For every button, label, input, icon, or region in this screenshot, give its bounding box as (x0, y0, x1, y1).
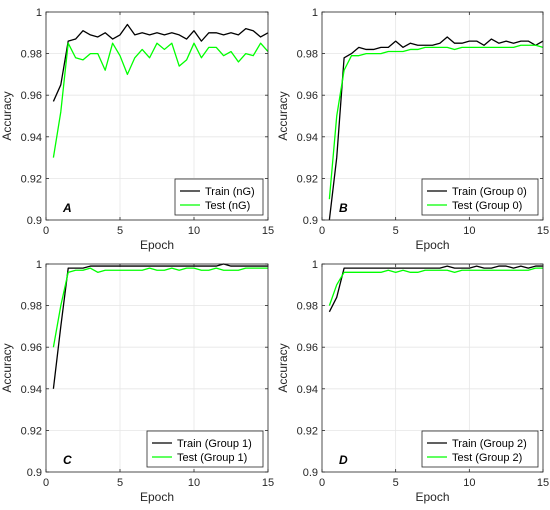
panel-letter: B (339, 201, 348, 215)
x-tick-label: 0 (43, 477, 49, 489)
x-tick-label: 0 (319, 477, 325, 489)
legend-entry-train: Train (Group 2) (452, 438, 527, 450)
x-tick-label: 5 (393, 225, 399, 237)
y-tick-label: 0.98 (297, 301, 318, 313)
legend-entry-train: Train (nG) (205, 186, 255, 198)
y-tick-label: 0.94 (21, 132, 42, 144)
y-tick-label: 0.92 (21, 425, 42, 437)
legend-box (174, 178, 264, 216)
series-line-train (328, 36, 544, 221)
x-tick-label: 0 (43, 225, 49, 237)
x-tick-label: 15 (537, 477, 549, 489)
y-tick-label: 0.92 (297, 425, 318, 437)
y-tick-label: 1 (36, 7, 42, 19)
legend-entry-test: Test (nG) (205, 200, 250, 212)
y-axis-label: Accuracy (276, 91, 290, 140)
y-tick-label: 0.98 (297, 49, 318, 61)
x-axis-label: Epoch (140, 490, 174, 504)
panel-letter: C (63, 453, 72, 467)
panel-letter: D (339, 453, 348, 467)
series-line-test (52, 267, 268, 348)
legend-box (421, 430, 539, 468)
chart-panel-d: 0 5 10 15 0.9 0.92 0.94 0.96 0.98 1 Epoch Accuracy D… (276, 259, 549, 504)
axes-box (321, 11, 544, 221)
y-axis-label: Accuracy (0, 91, 14, 140)
series-line-train (328, 265, 543, 313)
y-tick-label: 0.9 (27, 215, 42, 227)
x-tick-label: 5 (393, 477, 399, 489)
legend-entry-test: Test (Group 0) (452, 200, 522, 212)
chart-panel-a: 0 5 10 15 0.9 0.92 0.94 0.96 0.98 1 Epoch Accuracy A… (0, 7, 274, 252)
x-axis-label: Epoch (140, 238, 174, 252)
y-tick-label: 0.96 (21, 342, 42, 354)
y-tick-label: 0.94 (297, 132, 318, 144)
legend-entry-train: Train (Group 0) (452, 186, 527, 198)
x-axis-label: Epoch (415, 238, 449, 252)
y-tick-label: 1 (36, 259, 42, 271)
x-tick-label: 15 (262, 477, 274, 489)
y-axis-label: Accuracy (0, 343, 14, 392)
y-tick-label: 0.94 (21, 384, 42, 396)
x-tick-label: 10 (188, 225, 200, 237)
x-tick-label: 15 (262, 225, 274, 237)
legend: Train (nG) Test (nG) (174, 178, 264, 216)
axes-box (321, 263, 544, 473)
y-tick-label: 1 (312, 7, 318, 19)
y-tick-label: 0.98 (21, 301, 42, 313)
x-axis-label: Epoch (415, 490, 449, 504)
y-tick-label: 0.96 (297, 342, 318, 354)
y-tick-label: 0.9 (303, 215, 318, 227)
legend: Train (Group 1) Test (Group 1) (146, 430, 264, 468)
axes-box (45, 263, 269, 473)
y-tick-label: 0.92 (297, 173, 318, 185)
y-tick-label: 1 (312, 259, 318, 271)
chart-panel-b: 0 5 10 15 0.9 0.92 0.94 0.96 0.98 1 Epoch Accuracy B… (276, 7, 549, 252)
y-tick-label: 0.9 (303, 467, 318, 479)
series-line-test (52, 42, 269, 158)
y-tick-label: 0.94 (297, 384, 318, 396)
x-tick-label: 15 (537, 225, 549, 237)
x-tick-label: 10 (463, 225, 475, 237)
x-tick-label: 5 (117, 225, 123, 237)
series-line-train (52, 263, 268, 389)
y-tick-label: 0.96 (297, 90, 318, 102)
panel-letter: A (62, 201, 72, 215)
x-tick-label: 10 (188, 477, 200, 489)
y-tick-label: 0.98 (21, 49, 42, 61)
legend-entry-test: Test (Group 1) (177, 452, 247, 464)
series-line-test (328, 267, 543, 306)
legend-entry-test: Test (Group 2) (452, 452, 522, 464)
y-tick-label: 0.9 (27, 467, 42, 479)
chart-panel-c: 0 5 10 15 0.9 0.92 0.94 0.96 0.98 1 Epoch Accuracy C… (0, 259, 274, 504)
axes-box (45, 11, 269, 221)
legend-entry-train: Train (Group 1) (177, 438, 252, 450)
x-tick-label: 10 (463, 477, 475, 489)
series-line-test (328, 44, 544, 200)
legend-box (146, 430, 264, 468)
series-line-train (52, 23, 269, 102)
legend-box (421, 178, 539, 216)
x-tick-label: 5 (117, 477, 123, 489)
y-axis-label: Accuracy (276, 343, 290, 392)
legend: Train (Group 2) Test (Group 2) (421, 430, 539, 468)
y-tick-label: 0.92 (21, 173, 42, 185)
legend: Train (Group 0) Test (Group 0) (421, 178, 539, 216)
y-tick-label: 0.96 (21, 90, 42, 102)
x-tick-label: 0 (319, 225, 325, 237)
